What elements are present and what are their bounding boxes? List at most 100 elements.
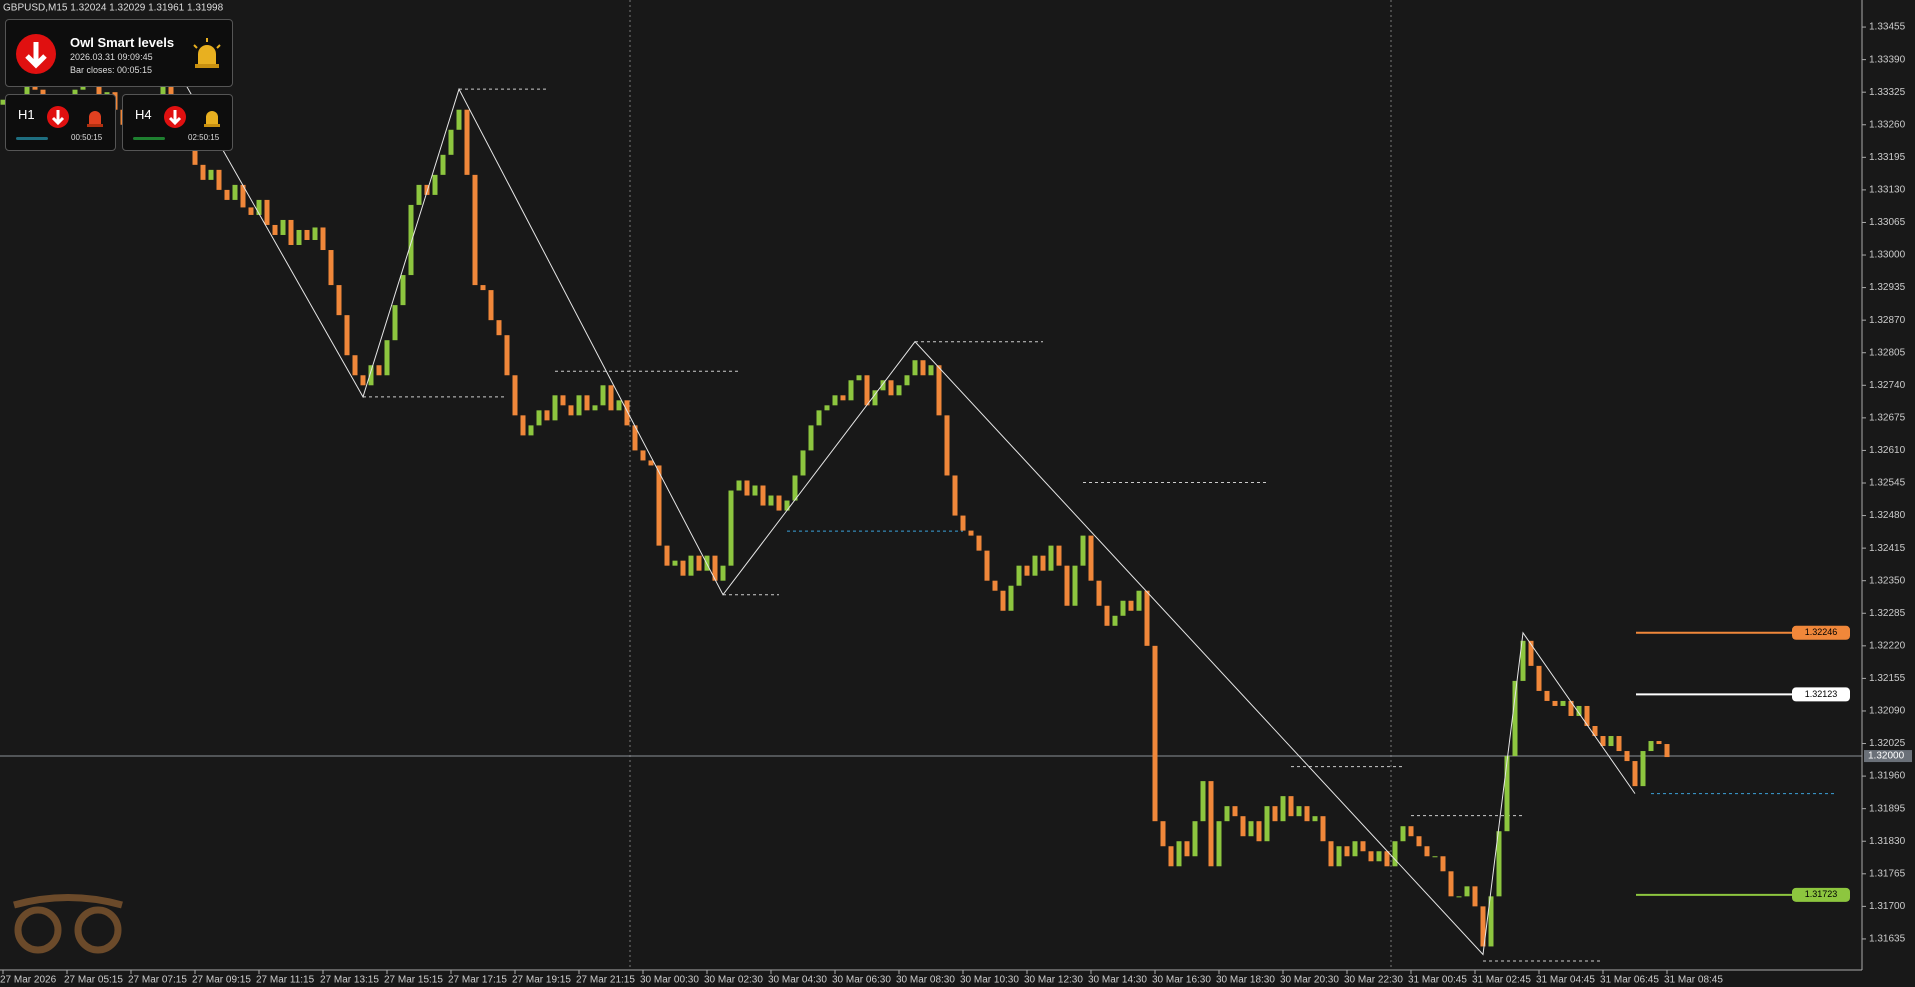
candle: [504, 335, 510, 376]
candle: [1632, 761, 1638, 787]
candle: [488, 290, 494, 321]
candle: [648, 460, 654, 466]
y-tick-label: 1.32610: [1869, 445, 1906, 456]
y-tick-label: 1.32220: [1869, 640, 1906, 651]
x-tick-label: 30 Mar 22:30: [1344, 975, 1403, 986]
candle: [1056, 545, 1062, 566]
x-tick-label: 27 Mar 2026: [0, 975, 57, 986]
candle: [840, 395, 846, 401]
x-tick-label: 31 Mar 00:45: [1408, 975, 1467, 986]
y-tick-label: 1.32480: [1869, 510, 1906, 521]
candle: [1368, 851, 1374, 862]
candle: [1360, 841, 1366, 852]
candle: [1272, 806, 1278, 822]
candle: [688, 555, 694, 576]
marker-box: [1792, 887, 1850, 902]
x-tick-label: 31 Mar 02:45: [1472, 975, 1531, 986]
h1-label: H1: [18, 107, 35, 122]
x-tick-label: 27 Mar 19:15: [512, 975, 571, 986]
h4-panel: H4 02:50:15: [122, 94, 233, 151]
candle: [392, 305, 398, 341]
x-tick-label: 31 Mar 04:45: [1536, 975, 1595, 986]
candle: [552, 395, 558, 421]
candle: [352, 355, 358, 376]
y-tick-label: 1.33325: [1869, 87, 1906, 98]
candle: [672, 560, 678, 566]
candle: [560, 395, 566, 406]
candle: [1080, 535, 1086, 566]
candle: [848, 380, 854, 401]
x-tick-label: 30 Mar 12:30: [1024, 975, 1083, 986]
candle: [1448, 871, 1454, 897]
y-tick-label: 1.32415: [1869, 543, 1906, 554]
marker-label: 1.32123: [1805, 689, 1838, 699]
zigzag-line: [162, 44, 1636, 956]
alarm-icon: [87, 111, 103, 127]
candle: [1176, 841, 1182, 867]
candle: [328, 250, 334, 286]
progress-bar: [133, 137, 165, 140]
candle: [768, 495, 774, 506]
y-tick-label: 1.33390: [1869, 54, 1906, 65]
candle: [1120, 600, 1126, 616]
candle: [400, 275, 406, 306]
h4-label: H4: [135, 107, 152, 122]
y-tick-label: 1.31960: [1869, 771, 1906, 782]
candle: [216, 169, 222, 190]
candle: [896, 385, 902, 396]
candle: [656, 465, 662, 546]
candle: [1296, 806, 1302, 817]
h4-timer: 02:50:15: [188, 133, 220, 142]
candle: [888, 380, 894, 396]
candle: [1584, 705, 1590, 726]
owl-logo: [13, 894, 123, 954]
progress-bar: [16, 137, 48, 140]
candle: [1088, 535, 1094, 581]
candle: [320, 227, 326, 251]
candle: [1592, 725, 1598, 737]
candle: [424, 184, 430, 195]
candle: [224, 189, 230, 200]
x-tick-label: 30 Mar 16:30: [1152, 975, 1211, 986]
marker-box: [1792, 625, 1850, 640]
candle: [576, 395, 582, 416]
candle: [1384, 851, 1390, 867]
y-tick-label: 1.33195: [1869, 152, 1906, 163]
candle: [1040, 555, 1046, 571]
x-tick-label: 30 Mar 20:30: [1280, 975, 1339, 986]
candle: [1400, 826, 1406, 842]
y-tick-label: 1.32870: [1869, 315, 1906, 326]
candle: [1600, 736, 1606, 747]
candle: [1016, 565, 1022, 586]
candle: [760, 485, 766, 506]
candle: [816, 410, 822, 426]
candle: [696, 555, 702, 571]
candle: [536, 410, 542, 426]
candle: [792, 475, 798, 501]
h1-timer: 00:50:15: [71, 133, 103, 142]
candle: [336, 285, 342, 316]
candle: [1664, 744, 1670, 758]
y-tick-label: 1.31765: [1869, 868, 1906, 879]
candle: [976, 535, 982, 551]
candle: [1416, 836, 1422, 847]
candle: [864, 375, 870, 406]
candle: [1504, 756, 1510, 832]
candle: [1608, 736, 1614, 747]
candle: [296, 229, 302, 246]
candle: [1184, 841, 1190, 857]
candle: [1104, 605, 1110, 626]
candle: [96, 84, 102, 100]
panel-time: 2026.03.31 09:09:45: [70, 52, 153, 62]
candle: [1000, 590, 1006, 611]
y-tick-label: 1.31895: [1869, 803, 1906, 814]
candle: [1152, 645, 1158, 822]
h1-panel: H1 00:50:15: [5, 94, 116, 151]
candle: [1240, 816, 1246, 837]
y-tick-label: 1.32285: [1869, 608, 1906, 619]
symbol-header: GBPUSD,M15 1.32024 1.32029 1.31961 1.319…: [3, 3, 224, 14]
candle: [1072, 565, 1078, 606]
candle: [456, 109, 462, 130]
